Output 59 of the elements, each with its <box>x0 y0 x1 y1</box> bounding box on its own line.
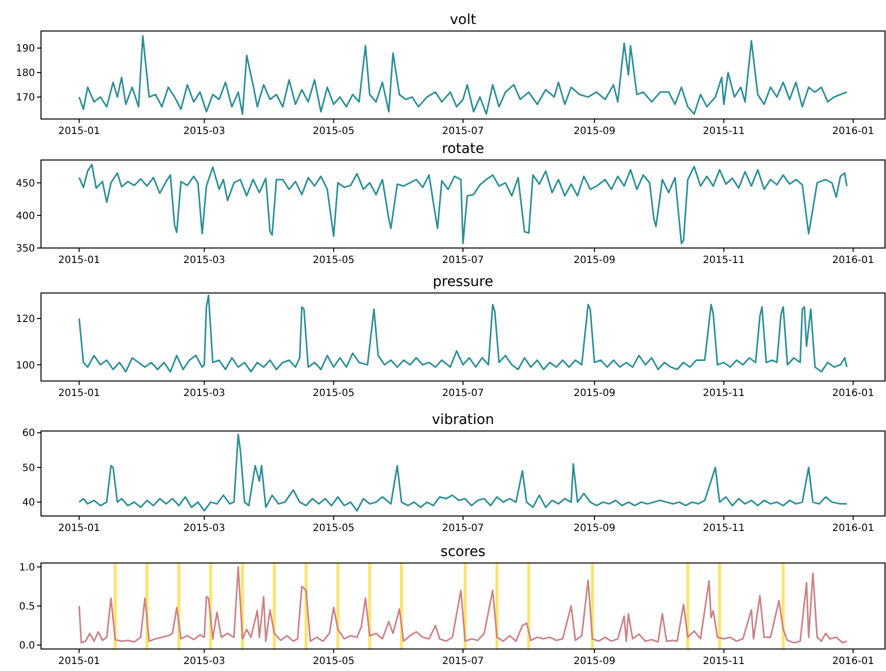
line-series <box>78 35 848 115</box>
y-tick-label: 0.0 <box>19 640 35 652</box>
x-tick-label: 2015-01 <box>58 656 100 667</box>
x-tick-label: 2015-07 <box>442 388 484 399</box>
x-tick-label: 2015-01 <box>58 523 100 534</box>
x-tick-label: 2016-01 <box>832 126 874 137</box>
x-tick-label: 2015-09 <box>574 656 616 667</box>
x-tick-label: 2016-01 <box>832 523 874 534</box>
chart-title: scores <box>440 544 486 560</box>
y-tick-label: 40 <box>22 498 35 509</box>
y-tick-label: 1.0 <box>19 562 35 574</box>
y-tick-label: 60 <box>22 428 35 440</box>
x-tick-label: 2015-03 <box>183 523 226 534</box>
x-tick-label: 2015-11 <box>702 388 745 399</box>
y-tick-label: 170 <box>16 92 35 104</box>
x-tick-label: 2015-11 <box>702 656 745 667</box>
x-tick-label: 2015-09 <box>574 388 616 399</box>
chart-title: rotate <box>442 141 484 157</box>
x-tick-label: 2015-03 <box>183 656 226 667</box>
line-series <box>78 566 848 644</box>
y-tick-label: 350 <box>16 244 35 254</box>
chart-title: vibration <box>432 412 494 428</box>
x-tick-label: 2015-07 <box>442 255 484 266</box>
x-tick-label: 2015-11 <box>702 255 745 266</box>
x-tick-label: 2015-09 <box>574 523 616 534</box>
y-tick-label: 190 <box>16 44 35 55</box>
x-tick-label: 2015-05 <box>312 126 355 137</box>
x-tick-label: 2015-03 <box>183 255 226 266</box>
x-tick-label: 2015-01 <box>58 388 100 399</box>
y-tick-label: 50 <box>22 462 35 474</box>
x-tick-label: 2015-03 <box>183 126 226 137</box>
x-tick-label: 2015-05 <box>312 523 355 534</box>
x-tick-label: 2015-07 <box>442 523 484 534</box>
x-tick-label: 2016-01 <box>832 388 874 399</box>
line-series <box>78 434 848 512</box>
x-tick-label: 2015-01 <box>58 255 100 266</box>
x-tick-label: 2015-03 <box>183 388 226 399</box>
chart-title: volt <box>450 12 477 28</box>
x-tick-label: 2015-05 <box>312 255 355 266</box>
x-tick-label: 2015-01 <box>58 126 100 137</box>
line-series <box>78 164 848 244</box>
x-tick-label: 2016-01 <box>832 656 874 667</box>
line-series <box>78 294 848 373</box>
x-tick-label: 2015-11 <box>702 126 745 137</box>
y-tick-label: 100 <box>16 360 35 372</box>
x-tick-label: 2016-01 <box>832 255 874 266</box>
x-tick-label: 2015-05 <box>312 656 355 667</box>
y-tick-label: 450 <box>16 178 35 190</box>
x-tick-label: 2015-09 <box>574 255 616 266</box>
x-tick-label: 2015-09 <box>574 126 616 137</box>
y-tick-label: 0.5 <box>19 602 35 612</box>
x-tick-label: 2015-07 <box>442 126 484 137</box>
y-tick-label: 180 <box>16 68 35 80</box>
x-tick-label: 2015-07 <box>442 656 484 667</box>
x-tick-label: 2015-11 <box>702 523 745 534</box>
y-tick-label: 120 <box>16 314 35 325</box>
chart-title: pressure <box>432 274 494 290</box>
y-tick-label: 400 <box>16 210 35 222</box>
x-tick-label: 2015-05 <box>312 388 355 399</box>
